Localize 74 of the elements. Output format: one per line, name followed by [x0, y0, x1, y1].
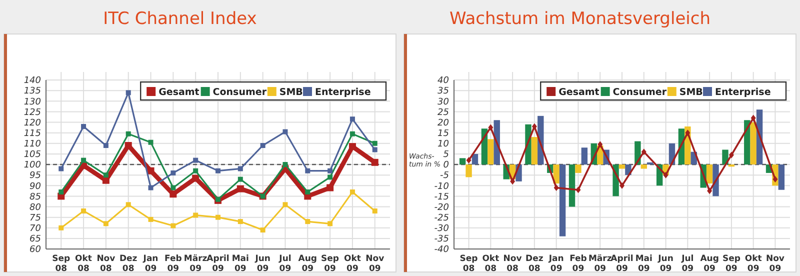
x-tick-label: Sep 09	[722, 254, 740, 274]
y-tick-label: 120	[24, 118, 42, 128]
x-tick-label: Jul 09	[278, 254, 292, 274]
y-tick-label: -35	[434, 234, 450, 245]
y-tick-label: -20	[434, 202, 450, 213]
y-tick-label: 35	[438, 86, 450, 97]
y-tick-label: 20	[438, 118, 450, 128]
x-tick-label: Dez 08	[119, 254, 138, 274]
x-tick-label: April 09	[206, 254, 230, 274]
legend-label: Gesamt	[558, 87, 600, 98]
x-tick-label: Nov 09	[766, 254, 785, 274]
x-tick-label: Feb 09	[164, 254, 182, 274]
y-tick-label: -40	[434, 245, 450, 256]
x-tick-label: Okt 09	[744, 254, 762, 274]
x-tick-label: Jan 09	[142, 254, 158, 274]
legend-label: Enterprise	[315, 87, 371, 98]
y-tick-label: 110	[24, 140, 42, 150]
y-tick-label: 65	[30, 234, 42, 245]
x-tick-label: Feb 09	[570, 254, 587, 274]
y-tick-label: -30	[434, 224, 450, 234]
y-tick-label: 40	[438, 76, 450, 86]
x-tick-label: Sep 08	[52, 254, 70, 274]
x-tick-label: Mai 09	[635, 254, 653, 274]
y-tick-label: 25	[438, 108, 450, 118]
legend-label: Enterprise	[715, 87, 771, 98]
y-tick-label: 60	[30, 245, 42, 256]
x-tick-label: Sep 08	[460, 254, 478, 274]
y-tick-label: 130	[24, 97, 42, 108]
legend-label: SMB	[279, 87, 303, 98]
chart-title: ITC Channel Index	[103, 9, 257, 29]
y-tick-label: 10	[438, 140, 450, 150]
x-tick-label: Sep 09	[321, 254, 340, 274]
y-tick-label: 115	[24, 128, 42, 139]
x-tick-label: Aug 09	[700, 254, 719, 274]
y-tick-label: 85	[30, 192, 42, 202]
legend-label: Consumer	[212, 87, 267, 98]
x-tick-label: Jun 09	[254, 254, 270, 274]
x-tick-label: Okt 08	[75, 254, 92, 274]
legend-label: Consumer	[612, 87, 667, 98]
y-tick-label: -25	[434, 213, 450, 224]
x-tick-label: Jul 09	[680, 254, 694, 274]
y-tick-label: -10	[434, 182, 450, 192]
chart-title: Wachstum im Monatsvergleich	[449, 9, 711, 29]
x-tick-label: Mai 09	[232, 254, 250, 274]
x-tick-label: Dez 08	[526, 254, 544, 274]
y-tick-label: 70	[30, 224, 42, 234]
y-tick-label: 30	[438, 97, 450, 108]
x-tick-label: März 09	[588, 254, 612, 274]
legend-label: Gesamt	[158, 87, 200, 98]
x-tick-label: Nov 08	[503, 254, 522, 274]
y-tick-label: 95	[30, 171, 42, 182]
x-tick-label: Okt 09	[344, 254, 361, 274]
y-tick-label: -5	[440, 171, 450, 182]
y-tick-label: 135	[24, 86, 42, 97]
x-tick-label: Nov 09	[366, 254, 385, 274]
x-tick-label: Jan 09	[548, 254, 564, 274]
y-tick-label: 105	[24, 150, 42, 160]
y-tick-label: 75	[30, 213, 42, 224]
legend-label: SMB	[679, 87, 703, 98]
x-tick-label: Nov 08	[96, 254, 116, 274]
x-tick-label: Okt 08	[482, 254, 500, 274]
y-tick-label: 0	[443, 160, 450, 171]
x-tick-label: Aug 09	[298, 254, 317, 274]
x-tick-label: April 09	[610, 254, 634, 274]
y-tick-label: 140	[24, 76, 42, 86]
x-tick-label: Jun 09	[657, 254, 674, 274]
y-tick-label: -15	[434, 192, 450, 202]
y-tick-label: 15	[438, 128, 450, 139]
y-tick-label: 90	[30, 182, 42, 192]
y-tick-label: 125	[24, 108, 42, 118]
y-tick-label: 80	[30, 202, 42, 213]
y-tick-label: 100	[24, 160, 42, 171]
y-tick-label: 5	[443, 150, 450, 160]
x-tick-label: März 09	[184, 254, 208, 274]
